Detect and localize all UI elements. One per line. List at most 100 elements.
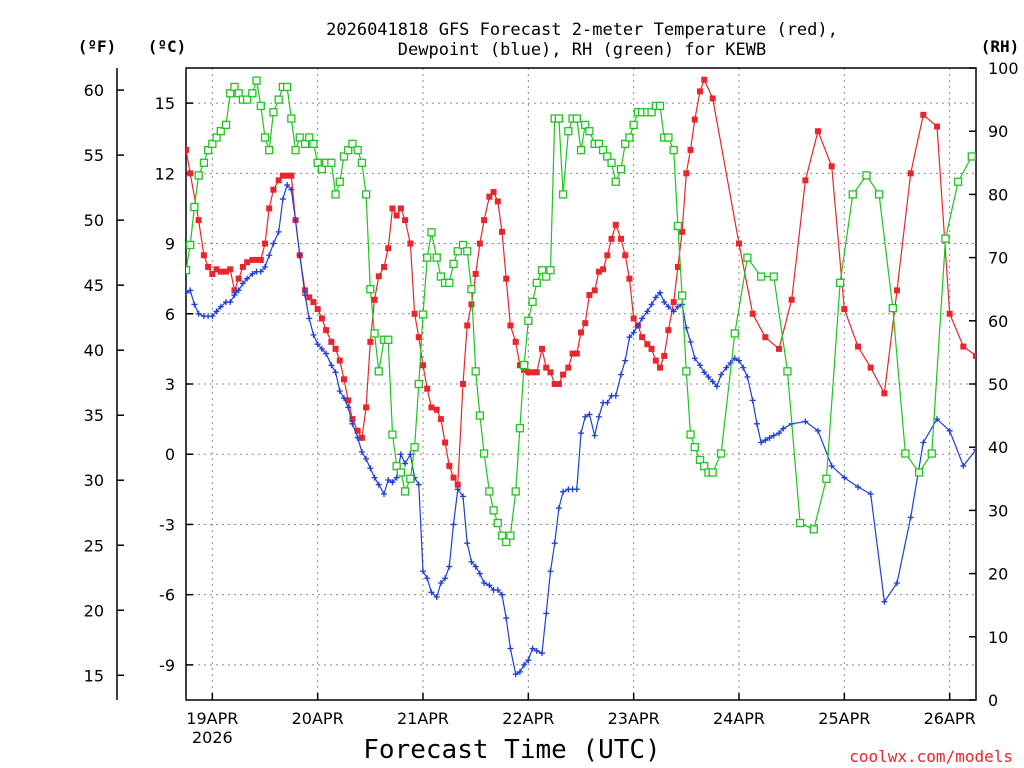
temperature-point — [363, 404, 370, 411]
rh-point — [769, 272, 778, 281]
temperature-point — [195, 217, 202, 224]
rh-point — [436, 272, 446, 281]
x-tick-label: 19APR — [186, 709, 238, 728]
rh-point — [611, 177, 620, 186]
dewpoint-point — [718, 371, 725, 378]
dewpoint-point — [310, 331, 317, 338]
temperature-point — [345, 397, 352, 404]
rh-point — [616, 164, 626, 174]
temperature-point — [464, 322, 471, 329]
rh-point — [677, 291, 687, 300]
rh-point — [186, 266, 191, 275]
temperature-point — [284, 172, 291, 179]
dewpoint-point — [358, 448, 365, 455]
temperature-point — [569, 350, 576, 357]
rh-point — [414, 379, 423, 389]
rh-point — [260, 133, 270, 142]
dewpoint-point — [802, 418, 809, 425]
temperature-point — [920, 111, 927, 118]
dewpoint-point — [235, 287, 242, 294]
temperature-point — [306, 294, 313, 301]
dewpoint-point — [381, 491, 388, 498]
temperature-point — [749, 310, 756, 317]
x-tick-label: 22APR — [502, 709, 554, 728]
dewpoint-point — [547, 568, 554, 575]
dewpoint-point — [657, 289, 663, 296]
dewpoint-point — [186, 289, 189, 296]
x-tick-label: 23APR — [608, 709, 660, 728]
dewpoint-point — [507, 645, 514, 652]
rh-tick-label: 60 — [988, 312, 1008, 331]
dewpoint-point — [894, 579, 900, 586]
rh-point — [445, 278, 454, 288]
rh-point — [458, 240, 468, 250]
dewpoint-point — [512, 671, 519, 678]
dewpoint-point — [420, 568, 426, 575]
temperature-point — [600, 266, 607, 273]
temperature-point — [551, 381, 558, 387]
temperature-point — [802, 177, 809, 184]
dewpoint-point — [262, 263, 268, 270]
temperature-point — [867, 364, 874, 371]
temperature-point — [670, 299, 677, 306]
temperature-point — [454, 481, 461, 488]
gridlines — [186, 68, 976, 700]
temperature-point — [776, 345, 783, 352]
temperature-point — [270, 186, 277, 193]
temperature-point — [310, 299, 317, 306]
dewpoint-point — [486, 582, 493, 589]
rh-point — [374, 367, 383, 376]
rh-point — [256, 101, 265, 111]
temperature-point — [239, 263, 246, 270]
rh-point — [269, 108, 278, 117]
temperature-point — [253, 256, 260, 263]
rh-point — [515, 424, 525, 433]
temperature-point — [424, 385, 431, 392]
dewpoint-point — [227, 299, 234, 306]
dewpoint-point — [375, 481, 382, 488]
temperature-point — [630, 315, 637, 322]
rh-point — [479, 449, 489, 458]
rh-point — [493, 518, 502, 528]
rh-point — [629, 120, 638, 130]
rh-point — [673, 221, 683, 231]
rh-point — [756, 272, 766, 281]
temperature-point — [314, 306, 321, 313]
dewpoint-point — [586, 411, 593, 418]
rh-point — [331, 190, 340, 199]
rh-point — [252, 76, 261, 85]
dewpoint-point — [472, 563, 479, 570]
rh-point — [194, 171, 203, 180]
dewpoint-point — [705, 373, 712, 380]
dewpoint-point — [428, 589, 435, 596]
temperature-point — [644, 341, 651, 348]
celsius-unit-label: (ºC) — [148, 37, 187, 56]
temperature-point — [205, 263, 212, 270]
rh-point — [603, 152, 612, 161]
dewpoint-point — [249, 270, 256, 277]
rh-point — [809, 525, 818, 534]
dewpoint-point — [314, 341, 321, 348]
f-tick-label: 30 — [84, 471, 104, 490]
rh-point — [475, 411, 485, 420]
dewpoint-point — [591, 432, 598, 439]
temperature-point — [578, 329, 584, 336]
dewpoint-point — [525, 657, 532, 664]
temperature-point — [358, 434, 365, 441]
dewpoint-point — [674, 303, 681, 310]
temperature-point — [450, 474, 457, 481]
rh-point — [585, 127, 594, 136]
dewpoint-point — [349, 420, 356, 427]
dewpoint-point — [691, 355, 698, 362]
temperature-point — [736, 240, 742, 247]
temperature-point — [262, 240, 268, 247]
rh-point — [216, 127, 225, 136]
temperature-point — [543, 364, 550, 371]
dewpoint-point — [697, 362, 704, 369]
dewpoint-point — [464, 540, 471, 547]
chart-title-line2: Dewpoint (blue), RH (green) for KEWB — [398, 40, 766, 60]
c-tick-label: 0 — [165, 445, 175, 464]
temperature-point — [385, 245, 392, 252]
dewpoint-point — [780, 425, 787, 432]
temperature-point — [622, 252, 629, 259]
